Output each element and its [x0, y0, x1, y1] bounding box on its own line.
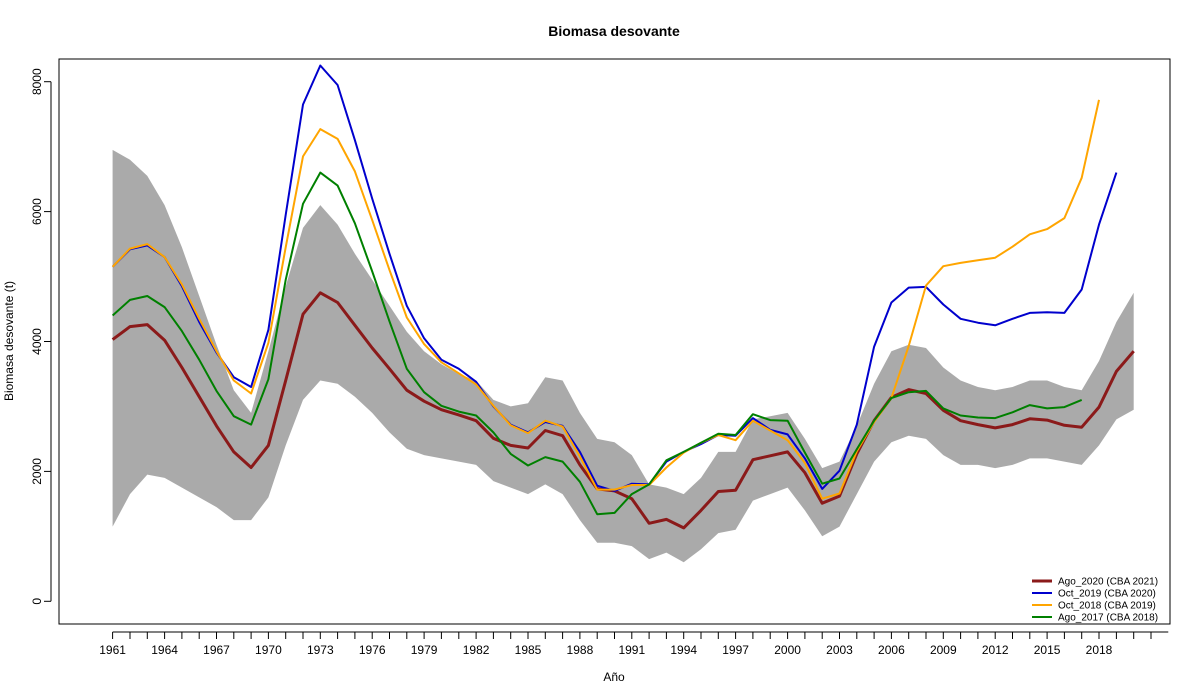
y-tick-label: 2000 — [30, 458, 44, 485]
x-tick-label: 1994 — [670, 643, 697, 657]
x-tick-label: 1982 — [463, 643, 490, 657]
x-tick-label: 1991 — [618, 643, 645, 657]
x-tick-label: 2018 — [1086, 643, 1113, 657]
y-axis-title: Biomasa desovante (t) — [2, 281, 16, 401]
series-line-2 — [111, 64, 1118, 492]
x-tick-label: 1985 — [515, 643, 542, 657]
confidence-band — [112, 149, 1134, 563]
y-axis: 0 2000 4000 6000 8000 — [30, 68, 52, 605]
x-tick-label: 1997 — [722, 643, 749, 657]
x-tick-label: 1961 — [99, 643, 126, 657]
x-tick-label: 1970 — [255, 643, 282, 657]
legend-label-4: Ago_2017 (CBA 2018) — [1058, 613, 1158, 624]
legend-label-2: Oct_2019 (CBA 2020) — [1058, 589, 1156, 600]
x-axis-title: Año — [603, 670, 625, 684]
series-line-1 — [111, 291, 1135, 530]
x-tick-label: 1976 — [359, 643, 386, 657]
x-tick-label: 1964 — [151, 643, 178, 657]
legend-label-3: Oct_2018 (CBA 2019) — [1058, 601, 1156, 612]
series-line-3 — [111, 99, 1100, 500]
y-tick-label: 0 — [30, 598, 44, 605]
x-tick-label: 2015 — [1034, 643, 1061, 657]
y-tick-label: 4000 — [30, 328, 44, 355]
x-tick-label: 2012 — [982, 643, 1009, 657]
x-tick-label: 2003 — [826, 643, 853, 657]
x-tick-label: 1973 — [307, 643, 334, 657]
x-tick-label: 1967 — [203, 643, 230, 657]
legend: Ago_2020 (CBA 2021)Oct_2019 (CBA 2020)Oc… — [1032, 577, 1158, 624]
x-tick-label: 2006 — [878, 643, 905, 657]
plot-frame — [58, 58, 1171, 625]
x-tick-label: 2000 — [774, 643, 801, 657]
x-tick-label: 1979 — [411, 643, 438, 657]
y-tick-label: 6000 — [30, 198, 44, 225]
plot-area — [111, 64, 1135, 563]
legend-label-1: Ago_2020 (CBA 2021) — [1058, 577, 1158, 588]
x-tick-label: 2009 — [930, 643, 957, 657]
y-tick-label: 8000 — [30, 68, 44, 95]
x-tick-label: 1988 — [567, 643, 594, 657]
x-axis: 1961 1964 1967 1970 1973 1976 1979 1982 1985 1988… — [99, 631, 1169, 657]
series-line-4 — [111, 171, 1083, 516]
chart-title: Biomasa desovante — [548, 23, 680, 39]
